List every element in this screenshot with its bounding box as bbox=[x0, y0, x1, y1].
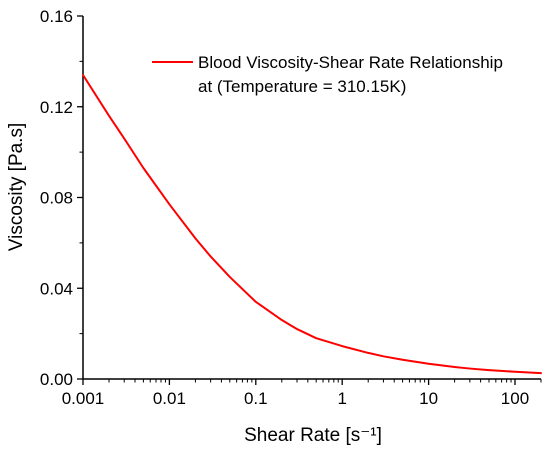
legend-label: Blood Viscosity-Shear Rate Relationship bbox=[198, 53, 503, 72]
series-line bbox=[82, 73, 542, 375]
y-tick-label: 0.04 bbox=[40, 279, 73, 298]
x-tick-label: 10 bbox=[419, 389, 438, 408]
y-tick-label: 0.08 bbox=[40, 189, 73, 208]
legend-label: at (Temperature = 310.15K) bbox=[198, 77, 406, 96]
x-tick-label: 100 bbox=[501, 389, 529, 408]
y-tick-label: 0.12 bbox=[40, 98, 73, 117]
y-axis-title: Viscosity [Pa.s] bbox=[6, 123, 27, 251]
y-tick-label: 0.00 bbox=[40, 370, 73, 389]
x-tick-label: 1 bbox=[337, 389, 346, 408]
x-tick-label: 0.001 bbox=[62, 389, 105, 408]
x-tick-label: 0.01 bbox=[153, 389, 186, 408]
x-axis-title: Shear Rate [s⁻¹] bbox=[244, 425, 382, 446]
y-tick-label: 0.16 bbox=[40, 7, 73, 26]
x-tick-label: 0.1 bbox=[244, 389, 268, 408]
